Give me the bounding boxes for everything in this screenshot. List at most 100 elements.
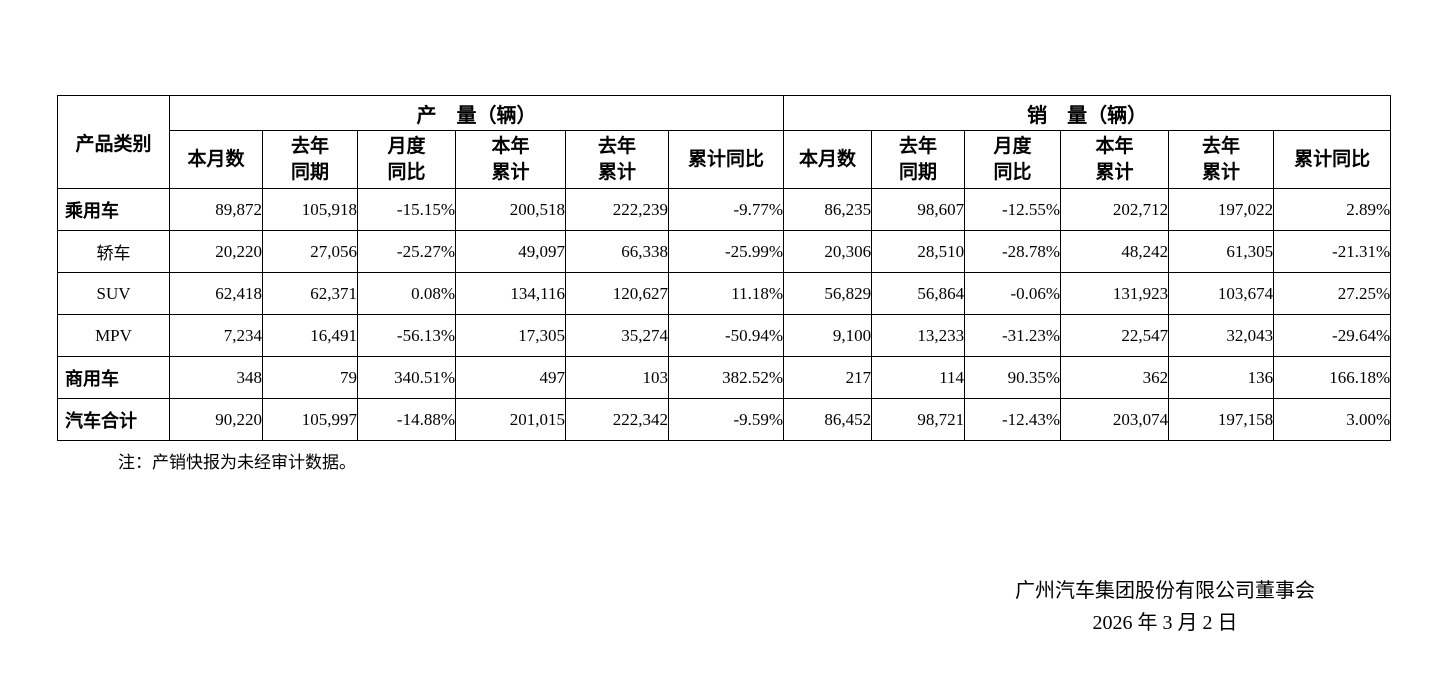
sales-value-cell: 362 <box>1060 356 1170 399</box>
production-sales-table: 产品类别 产 量（辆） 销 量（辆） 本月数 去年 同期 月度 同比 本年 累计 去年 … <box>57 95 1392 441</box>
sales-value-cell: -0.06% <box>964 272 1062 315</box>
table-row: 乘用车 89,872 105,918 -15.15% 200,518 222,239 -9.… <box>57 188 1392 231</box>
sales-subheader-4: 去年 累计 <box>1168 130 1275 189</box>
production-value-cell: -56.13% <box>357 314 456 357</box>
signature-company: 广州汽车集团股份有限公司董事会 <box>1015 580 1315 602</box>
production-value-cell: -15.15% <box>357 188 456 231</box>
sales-value-cell: -12.55% <box>964 188 1062 231</box>
production-value-cell: 62,418 <box>169 272 263 315</box>
table-row: 汽车合计 90,220 105,997 -14.88% 201,015 222,342 -9… <box>57 398 1392 441</box>
sales-subheader-1: 去年 同期 <box>871 130 966 189</box>
production-value-cell: 200,518 <box>455 188 566 231</box>
group-header-row: 产品类别 产 量（辆） 销 量（辆） <box>57 95 1392 189</box>
production-value-cell: -25.99% <box>667 230 785 273</box>
row-label: SUV <box>57 272 170 315</box>
sales-value-cell: 98,607 <box>871 188 966 231</box>
sales-value-cell: -21.31% <box>1273 230 1392 273</box>
production-value-cell: 49,097 <box>455 230 566 273</box>
production-value-cell: 27,056 <box>262 230 358 273</box>
production-value-cell: 103 <box>565 356 669 399</box>
row-label: 汽车合计 <box>57 398 170 441</box>
production-value-cell: 382.52% <box>667 356 785 399</box>
sales-value-cell: 98,721 <box>871 398 966 441</box>
sales-value-cell: 166.18% <box>1273 356 1392 399</box>
sales-value-cell: 103,674 <box>1168 272 1275 315</box>
sales-value-cell: 114 <box>871 356 966 399</box>
production-value-cell: 497 <box>455 356 566 399</box>
sales-value-cell: 131,923 <box>1060 272 1170 315</box>
production-subheader-4: 去年 累计 <box>565 130 669 189</box>
row-label: 轿车 <box>57 230 170 273</box>
sales-value-cell: 217 <box>783 356 873 399</box>
row-label: MPV <box>57 314 170 357</box>
production-value-cell: -25.27% <box>357 230 456 273</box>
production-value-cell: -50.94% <box>667 314 785 357</box>
signature-block: 广州汽车集团股份有限公司董事会 2026 年 3 月 2 日 <box>950 575 1380 639</box>
sales-value-cell: 3.00% <box>1273 398 1392 441</box>
sales-value-cell: 197,158 <box>1168 398 1275 441</box>
production-value-cell: 0.08% <box>357 272 456 315</box>
table-row: SUV 62,418 62,371 0.08% 134,116 120,627 11.18%… <box>57 272 1392 315</box>
row-label: 商用车 <box>57 356 170 399</box>
sales-value-cell: 28,510 <box>871 230 966 273</box>
production-value-cell: -14.88% <box>357 398 456 441</box>
sales-value-cell: 22,547 <box>1060 314 1170 357</box>
sales-value-cell: 9,100 <box>783 314 873 357</box>
sales-value-cell: 202,712 <box>1060 188 1170 231</box>
production-value-cell: 16,491 <box>262 314 358 357</box>
production-subheader-0: 本月数 <box>169 130 263 189</box>
sales-value-cell: 197,022 <box>1168 188 1275 231</box>
sales-value-cell: -28.78% <box>964 230 1062 273</box>
table-row: 轿车 20,220 27,056 -25.27% 49,097 66,338 -25.99%… <box>57 230 1392 273</box>
sales-value-cell: 48,242 <box>1060 230 1170 273</box>
sales-value-cell: 86,452 <box>783 398 873 441</box>
header-product-category: 产品类别 <box>57 95 170 189</box>
production-value-cell: 17,305 <box>455 314 566 357</box>
production-value-cell: 11.18% <box>667 272 785 315</box>
table-header: 产品类别 产 量（辆） 销 量（辆） 本月数 去年 同期 月度 同比 本年 累计 去年 … <box>57 95 1392 189</box>
production-subheader-2: 月度 同比 <box>357 130 456 189</box>
production-value-cell: 348 <box>169 356 263 399</box>
table-row: 商用车 348 79 340.51% 497 103 382.52% 217 114 90.35%… <box>57 356 1392 399</box>
sub-header-row: 本月数 去年 同期 月度 同比 本年 累计 去年 累计 累计同比 本月数 去年 同期 月度 同比… <box>58 130 1392 189</box>
sales-subheader-5: 累计同比 <box>1273 130 1392 189</box>
sales-subheader-3: 本年 累计 <box>1060 130 1170 189</box>
production-subheader-5: 累计同比 <box>667 130 785 189</box>
header-sales-group: 销 量（辆） <box>783 95 1392 131</box>
production-value-cell: 90,220 <box>169 398 263 441</box>
sales-value-cell: 136 <box>1168 356 1275 399</box>
row-label: 乘用车 <box>57 188 170 231</box>
production-value-cell: 35,274 <box>565 314 669 357</box>
production-value-cell: -9.77% <box>667 188 785 231</box>
production-value-cell: 120,627 <box>565 272 669 315</box>
sales-value-cell: 13,233 <box>871 314 966 357</box>
production-value-cell: 105,997 <box>262 398 358 441</box>
production-value-cell: 79 <box>262 356 358 399</box>
signature-date: 2026 年 3 月 2 日 <box>1092 612 1238 634</box>
sales-value-cell: 90.35% <box>964 356 1062 399</box>
sales-value-cell: 61,305 <box>1168 230 1275 273</box>
production-value-cell: 62,371 <box>262 272 358 315</box>
production-subheader-1: 去年 同期 <box>262 130 358 189</box>
production-value-cell: 134,116 <box>455 272 566 315</box>
sales-value-cell: -29.64% <box>1273 314 1392 357</box>
production-value-cell: 66,338 <box>565 230 669 273</box>
unaudited-note: 注：产销快报为未经审计数据。 <box>118 453 356 472</box>
sales-value-cell: 32,043 <box>1168 314 1275 357</box>
sales-value-cell: 2.89% <box>1273 188 1392 231</box>
production-value-cell: 340.51% <box>357 356 456 399</box>
sales-value-cell: 56,864 <box>871 272 966 315</box>
table-body: 乘用车 89,872 105,918 -15.15% 200,518 222,239 -9.… <box>57 188 1392 441</box>
sales-value-cell: 203,074 <box>1060 398 1170 441</box>
sales-value-cell: 27.25% <box>1273 272 1392 315</box>
header-production-group: 产 量（辆） <box>168 95 785 131</box>
production-value-cell: 222,342 <box>565 398 669 441</box>
production-subheader-3: 本年 累计 <box>455 130 566 189</box>
sales-value-cell: -12.43% <box>964 398 1062 441</box>
sales-value-cell: 56,829 <box>783 272 873 315</box>
production-value-cell: 222,239 <box>565 188 669 231</box>
production-value-cell: 7,234 <box>169 314 263 357</box>
sales-subheader-0: 本月数 <box>783 130 873 189</box>
sales-value-cell: 20,306 <box>783 230 873 273</box>
